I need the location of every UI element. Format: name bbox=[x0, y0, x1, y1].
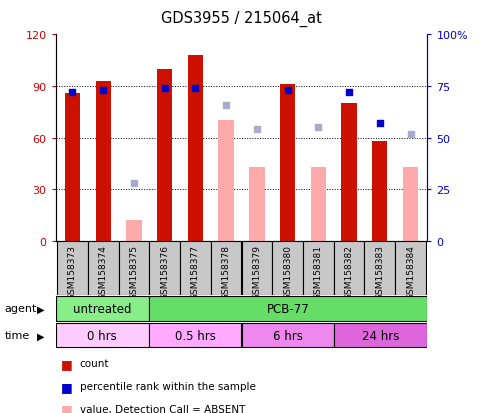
Bar bbox=[341, 104, 357, 242]
Bar bbox=[303, 242, 334, 295]
Bar bbox=[334, 242, 365, 295]
Text: GSM158374: GSM158374 bbox=[99, 244, 108, 299]
Text: ▶: ▶ bbox=[37, 330, 45, 341]
Bar bbox=[395, 242, 426, 295]
Text: ▶: ▶ bbox=[37, 304, 45, 314]
Bar bbox=[149, 297, 427, 321]
Bar bbox=[157, 69, 172, 242]
Point bbox=[314, 125, 322, 131]
Point bbox=[376, 121, 384, 127]
Bar bbox=[242, 323, 334, 348]
Bar bbox=[56, 323, 149, 348]
Bar bbox=[118, 242, 149, 295]
Text: agent: agent bbox=[5, 304, 37, 314]
Text: percentile rank within the sample: percentile rank within the sample bbox=[80, 381, 256, 391]
Text: GSM158381: GSM158381 bbox=[314, 244, 323, 299]
Bar bbox=[96, 82, 111, 242]
Text: count: count bbox=[80, 358, 109, 368]
Text: GDS3955 / 215064_at: GDS3955 / 215064_at bbox=[161, 10, 322, 26]
Text: GSM158376: GSM158376 bbox=[160, 244, 169, 299]
Bar bbox=[218, 121, 234, 242]
Bar bbox=[65, 94, 80, 242]
Text: value, Detection Call = ABSENT: value, Detection Call = ABSENT bbox=[80, 404, 245, 413]
Text: 6 hrs: 6 hrs bbox=[273, 329, 303, 342]
Point bbox=[284, 88, 291, 94]
Point bbox=[130, 180, 138, 187]
Bar bbox=[188, 56, 203, 242]
Point bbox=[345, 90, 353, 96]
Bar bbox=[280, 85, 295, 242]
Bar bbox=[56, 297, 149, 321]
Text: 0.5 hrs: 0.5 hrs bbox=[174, 329, 215, 342]
Bar bbox=[126, 221, 142, 242]
Text: ■: ■ bbox=[60, 402, 72, 413]
Text: ■: ■ bbox=[60, 380, 72, 393]
Point bbox=[222, 102, 230, 109]
Text: GSM158377: GSM158377 bbox=[191, 244, 200, 299]
Text: GSM158384: GSM158384 bbox=[406, 244, 415, 299]
Bar bbox=[249, 168, 265, 242]
Bar bbox=[180, 242, 211, 295]
Point bbox=[161, 85, 169, 92]
Bar bbox=[149, 323, 242, 348]
Text: GSM158373: GSM158373 bbox=[68, 244, 77, 299]
Bar bbox=[57, 242, 88, 295]
Bar bbox=[372, 142, 387, 242]
Text: time: time bbox=[5, 330, 30, 341]
Text: GSM158378: GSM158378 bbox=[222, 244, 230, 299]
Bar bbox=[403, 168, 418, 242]
Text: 0 hrs: 0 hrs bbox=[87, 329, 117, 342]
Bar bbox=[211, 242, 242, 295]
Text: GSM158382: GSM158382 bbox=[344, 244, 354, 299]
Bar bbox=[149, 242, 180, 295]
Text: GSM158379: GSM158379 bbox=[253, 244, 261, 299]
Bar bbox=[334, 323, 427, 348]
Point bbox=[99, 88, 107, 94]
Text: PCB-77: PCB-77 bbox=[267, 302, 310, 315]
Point bbox=[69, 90, 76, 96]
Point bbox=[253, 127, 261, 133]
Text: GSM158380: GSM158380 bbox=[283, 244, 292, 299]
Text: ■: ■ bbox=[60, 357, 72, 370]
Bar bbox=[311, 168, 326, 242]
Point bbox=[407, 131, 414, 138]
Text: GSM158383: GSM158383 bbox=[375, 244, 384, 299]
Point bbox=[192, 85, 199, 92]
Text: untreated: untreated bbox=[73, 302, 131, 315]
Text: 24 hrs: 24 hrs bbox=[362, 329, 399, 342]
Bar bbox=[242, 242, 272, 295]
Bar bbox=[88, 242, 118, 295]
Bar bbox=[365, 242, 395, 295]
Text: GSM158375: GSM158375 bbox=[129, 244, 139, 299]
Bar bbox=[272, 242, 303, 295]
